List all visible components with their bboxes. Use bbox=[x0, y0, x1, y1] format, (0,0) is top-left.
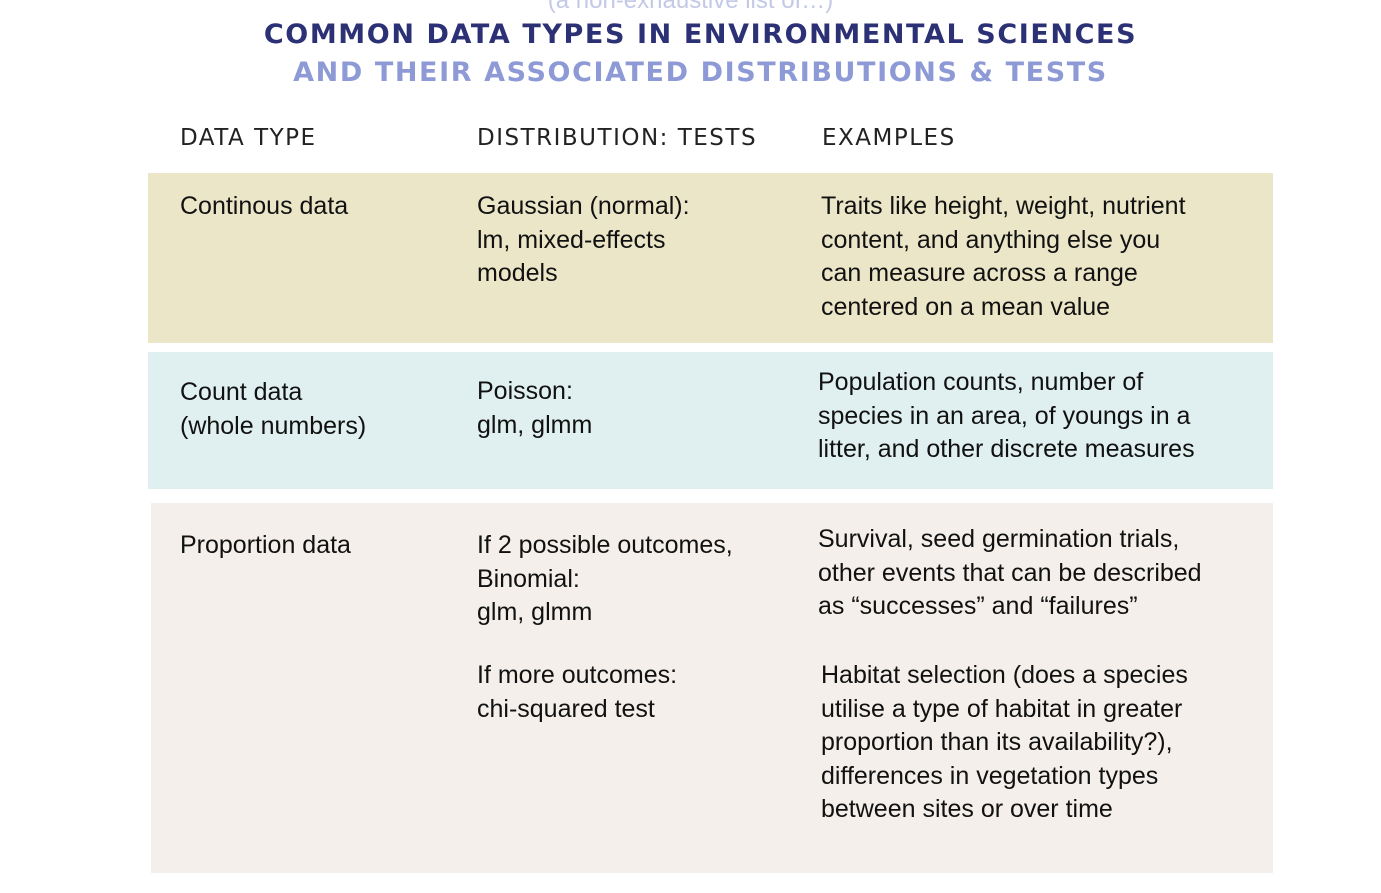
cell-line: litter, and other discrete measures bbox=[818, 435, 1195, 464]
row-continuous-type: Continous data bbox=[180, 190, 348, 224]
row-count-type: Count data (whole numbers) bbox=[180, 376, 366, 443]
page-title: COMMON DATA TYPES IN ENVIRONMENTAL SCIEN… bbox=[263, 19, 1138, 50]
cell-line: Survival, seed germination trials, bbox=[818, 525, 1180, 553]
row-proportion-examples-multi: Habitat selection (does a species utilis… bbox=[821, 659, 1188, 827]
column-header-distribution: DISTRIBUTION: TESTS bbox=[477, 125, 758, 151]
cell-line: models bbox=[477, 259, 558, 288]
cell-line: Poisson: bbox=[477, 377, 573, 405]
page-subtitle: AND THEIR ASSOCIATED DISTRIBUTIONS & TES… bbox=[293, 57, 1108, 88]
cell-line: content, and anything else you bbox=[821, 225, 1161, 254]
cell-line: Binomial: bbox=[477, 564, 580, 593]
cell-line: proportion than its availability?), bbox=[821, 728, 1173, 757]
cell-line: (whole numbers) bbox=[180, 411, 367, 440]
cell-line: glm, glmm bbox=[477, 410, 593, 439]
row-continuous-examples: Traits like height, weight, nutrient con… bbox=[821, 190, 1186, 324]
cell-line: can measure across a range bbox=[821, 259, 1138, 288]
cell-line: chi-squared test bbox=[477, 694, 655, 723]
row-proportion-examples: Survival, seed germination trials, other… bbox=[818, 523, 1202, 624]
cell-line: Gaussian (normal): bbox=[477, 192, 690, 220]
cell-line: differences in vegetation types bbox=[821, 761, 1159, 790]
row-count-background bbox=[148, 352, 1273, 489]
cell-line: If 2 possible outcomes, bbox=[477, 531, 733, 559]
row-continuous-background bbox=[148, 173, 1273, 343]
cell-line: utilise a type of habitat in greater bbox=[821, 694, 1183, 723]
column-header-data-type: DATA TYPE bbox=[180, 125, 317, 151]
row-proportion-type: Proportion data bbox=[180, 529, 351, 563]
cell-line: Continous data bbox=[180, 192, 349, 220]
cell-line: other events that can be described bbox=[818, 558, 1202, 587]
row-continuous-distribution: Gaussian (normal): lm, mixed-effects mod… bbox=[477, 190, 690, 291]
cell-line: Habitat selection (does a species bbox=[821, 661, 1188, 689]
cell-line: as “successes” and “failures” bbox=[818, 592, 1138, 621]
cell-line: Population counts, number of bbox=[818, 368, 1144, 396]
row-count-examples: Population counts, number of species in … bbox=[818, 366, 1195, 467]
column-header-examples: EXAMPLES bbox=[822, 125, 956, 151]
cell-line: If more outcomes: bbox=[477, 661, 678, 689]
row-proportion-distribution: If 2 possible outcomes, Binomial: glm, g… bbox=[477, 529, 733, 630]
row-count-distribution: Poisson: glm, glmm bbox=[477, 375, 592, 442]
cell-line: Count data bbox=[180, 378, 303, 406]
cell-line: species in an area, of youngs in a bbox=[818, 401, 1191, 430]
cell-line: between sites or over time bbox=[821, 795, 1113, 824]
cell-line: glm, glmm bbox=[477, 598, 593, 627]
row-proportion-distribution-multi: If more outcomes: chi-squared test bbox=[477, 659, 677, 726]
cell-line: Traits like height, weight, nutrient bbox=[821, 192, 1186, 220]
cell-line: centered on a mean value bbox=[821, 292, 1111, 321]
cell-line: lm, mixed-effects bbox=[477, 225, 666, 254]
cell-line: Proportion data bbox=[180, 531, 351, 559]
subtitle-top: (a non-exhaustive list of…) bbox=[547, 0, 834, 14]
row-proportion-background bbox=[151, 503, 1273, 873]
